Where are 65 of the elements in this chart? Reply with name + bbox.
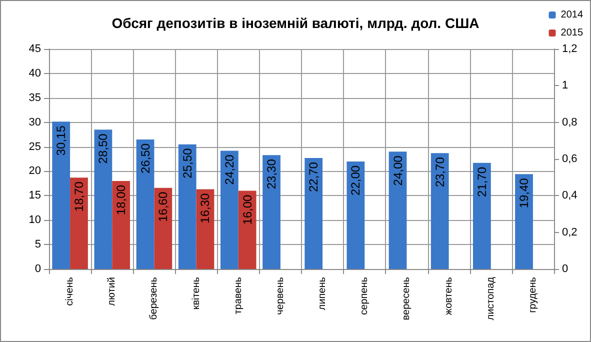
bar	[136, 139, 154, 269]
y2-tick-label: 1,2	[562, 43, 578, 55]
y-tick-label: 15	[28, 190, 41, 202]
bar	[52, 122, 70, 269]
x-tick-label: грудень	[527, 277, 538, 313]
y-tick-label: 40	[28, 67, 41, 80]
data-label: 18,00	[114, 184, 128, 216]
bar	[238, 190, 256, 269]
legend-label: 2015	[560, 28, 584, 38]
bar	[430, 153, 449, 269]
y2-tick-label: 0	[562, 263, 568, 275]
bar	[94, 130, 112, 269]
data-label: 22,00	[348, 165, 363, 196]
data-label: 21,70	[474, 166, 489, 197]
data-label: 23,30	[264, 158, 279, 190]
bar	[472, 162, 491, 269]
data-label: 25,50	[180, 148, 194, 178]
bar	[304, 158, 323, 269]
bar	[388, 152, 407, 269]
y2-tick-label: 1	[562, 80, 568, 92]
y2-tick-label: 0,8	[562, 116, 578, 128]
data-label: 16,30	[198, 192, 212, 224]
data-label: 16,00	[240, 194, 254, 225]
data-label: 23,70	[432, 156, 447, 188]
y2-tick-label: 0,4	[562, 190, 578, 202]
data-label: 24,20	[222, 154, 236, 185]
y-tick-label: 30	[28, 116, 41, 128]
y-tick-label: 0	[34, 263, 41, 275]
x-tick-label: березень	[148, 277, 160, 320]
bar	[220, 150, 238, 269]
y-tick-label: 5	[34, 238, 41, 251]
data-label: 26,50	[138, 143, 152, 174]
data-label: 16,60	[156, 192, 170, 222]
bar	[515, 174, 533, 269]
y-tick-label: 10	[28, 214, 41, 226]
x-tick-label: червень	[274, 277, 286, 315]
chart-title: Обсяг депозитів в іноземній валюті, млрд. дол. США	[112, 15, 480, 31]
bar	[70, 178, 88, 269]
bar	[178, 144, 196, 269]
bar	[262, 155, 280, 269]
data-label: 19,40	[517, 178, 532, 208]
x-tick-label: січень	[64, 277, 76, 306]
x-tick-label: лютий	[106, 277, 118, 306]
x-tick-label: квітень	[190, 277, 202, 310]
bar	[346, 161, 365, 269]
x-tick-label: серпень	[359, 277, 370, 315]
legend-label: 2014	[560, 10, 584, 20]
bar	[154, 188, 172, 269]
data-label: 30,15	[54, 125, 68, 156]
y-tick-label: 45	[28, 43, 41, 55]
data-label: 24,00	[390, 155, 405, 186]
y-tick-label: 25	[28, 140, 41, 153]
x-tick-label: жовтень	[443, 277, 454, 316]
x-tick-label: травень	[232, 277, 244, 314]
y2-tick-label: 0,2	[562, 226, 578, 238]
data-label: 18,70	[72, 181, 86, 212]
y-tick-label: 20	[28, 165, 41, 178]
y-tick-label: 35	[28, 92, 41, 104]
data-label: 28,50	[96, 133, 110, 164]
bar	[112, 181, 130, 269]
y2-tick-label: 0,6	[562, 153, 578, 165]
data-label: 22,70	[306, 162, 321, 192]
x-tick-label: вересень	[401, 277, 412, 320]
x-tick-label: липень	[317, 277, 328, 310]
x-tick-label: листопад	[485, 276, 496, 320]
